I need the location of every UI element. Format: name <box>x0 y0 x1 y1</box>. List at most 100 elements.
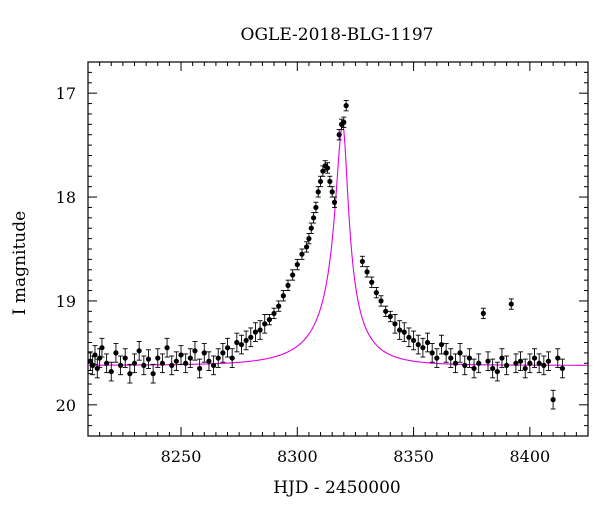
data-marker <box>159 360 166 366</box>
data-marker <box>92 352 98 358</box>
data-point <box>178 345 184 365</box>
data-point <box>266 314 272 326</box>
data-point <box>271 307 277 320</box>
data-marker <box>448 355 454 361</box>
data-marker <box>192 348 198 354</box>
data-point <box>364 266 370 278</box>
data-marker <box>220 350 226 356</box>
data-point <box>290 269 296 281</box>
data-point <box>397 320 403 340</box>
data-marker <box>555 355 561 361</box>
data-marker <box>443 350 449 356</box>
data-point <box>383 305 389 317</box>
data-point <box>145 349 152 369</box>
data-marker <box>531 355 538 361</box>
data-point <box>438 334 445 355</box>
data-marker <box>117 362 124 368</box>
data-marker <box>234 339 240 346</box>
plot-frame <box>87 61 589 437</box>
data-marker <box>136 348 142 354</box>
data-point <box>480 307 486 320</box>
data-point <box>406 327 412 348</box>
data-point <box>280 290 286 302</box>
data-marker <box>373 290 379 296</box>
data-point <box>220 343 226 363</box>
data-marker <box>508 301 514 307</box>
data-marker <box>517 358 524 364</box>
data-marker <box>206 358 212 364</box>
data-point <box>304 241 310 253</box>
data-marker <box>359 258 366 265</box>
data-point <box>499 348 505 368</box>
model-curve <box>87 122 588 366</box>
data-marker <box>113 350 119 356</box>
data-point <box>310 212 317 224</box>
data-marker <box>550 397 556 403</box>
data-marker <box>415 341 421 348</box>
data-marker <box>504 362 510 368</box>
data-marker <box>406 334 412 340</box>
data-marker <box>248 334 254 340</box>
data-point <box>294 258 300 271</box>
data-point <box>276 300 282 312</box>
data-marker <box>329 189 335 195</box>
data-point <box>531 348 538 368</box>
x-tick-label: 8400 <box>510 447 551 466</box>
y-tick-label: 19 <box>56 292 76 311</box>
data-point <box>387 310 393 323</box>
data-point <box>97 348 103 368</box>
data-marker <box>429 350 435 356</box>
data-point <box>299 248 305 260</box>
data-point <box>522 358 528 379</box>
data-point <box>536 353 542 374</box>
data-point <box>457 343 463 363</box>
data-point <box>448 348 454 368</box>
data-marker <box>466 355 472 361</box>
data-point <box>559 358 566 379</box>
data-marker <box>480 310 486 317</box>
data-marker <box>224 345 231 351</box>
data-point <box>415 334 421 355</box>
data-point <box>485 351 491 371</box>
data-marker <box>513 360 519 366</box>
data-point <box>159 353 166 374</box>
y-tick-label: 17 <box>56 84 76 103</box>
data-point <box>308 222 314 234</box>
data-point <box>545 351 552 371</box>
data-point <box>187 348 193 368</box>
data-point <box>122 348 128 368</box>
data-point <box>359 255 366 268</box>
data-marker <box>280 293 286 299</box>
data-marker <box>262 321 268 327</box>
data-marker <box>527 360 533 366</box>
data-marker <box>169 362 175 368</box>
data-point <box>434 348 440 368</box>
data-marker <box>308 225 314 231</box>
data-marker <box>87 358 93 364</box>
data-point <box>285 279 291 292</box>
data-marker <box>294 261 300 268</box>
data-point <box>341 116 347 128</box>
data-marker <box>266 317 272 323</box>
data-point <box>136 341 142 361</box>
data-marker <box>164 345 170 351</box>
data-marker <box>183 360 189 366</box>
data-point <box>331 196 338 208</box>
data-marker <box>336 132 342 138</box>
data-marker <box>369 279 375 285</box>
data-point <box>87 351 93 371</box>
data-point <box>201 343 207 363</box>
data-point <box>410 330 417 351</box>
data-point <box>401 322 407 342</box>
chart-title: OGLE-2018-BLG-1197 <box>241 25 434 45</box>
data-point <box>183 353 189 374</box>
data-marker <box>150 371 156 377</box>
data-point <box>215 348 221 368</box>
data-marker <box>494 368 500 375</box>
data-marker <box>141 362 147 368</box>
data-point <box>324 162 331 174</box>
data-point <box>429 343 435 363</box>
data-point <box>452 353 459 374</box>
y-tick-label: 18 <box>56 188 76 207</box>
data-point <box>238 334 245 355</box>
